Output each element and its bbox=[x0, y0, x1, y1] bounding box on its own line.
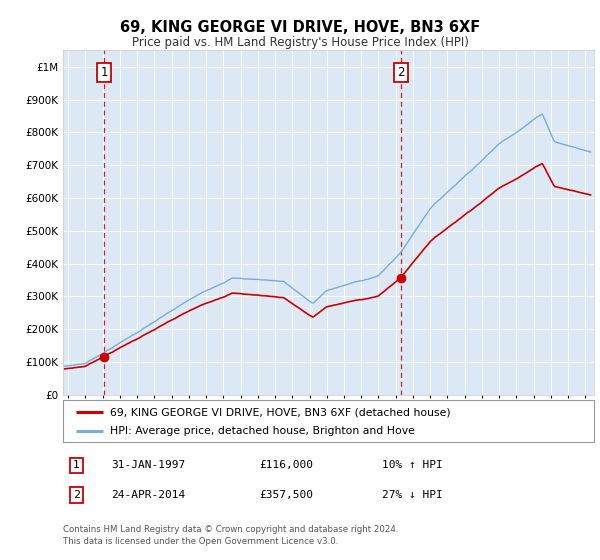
Text: 24-APR-2014: 24-APR-2014 bbox=[111, 490, 185, 500]
Text: HPI: Average price, detached house, Brighton and Hove: HPI: Average price, detached house, Brig… bbox=[110, 426, 415, 436]
Text: £116,000: £116,000 bbox=[259, 460, 313, 470]
Text: £357,500: £357,500 bbox=[259, 490, 313, 500]
Text: Price paid vs. HM Land Registry's House Price Index (HPI): Price paid vs. HM Land Registry's House … bbox=[131, 36, 469, 49]
Text: 2: 2 bbox=[397, 66, 405, 80]
Text: Contains HM Land Registry data © Crown copyright and database right 2024.
This d: Contains HM Land Registry data © Crown c… bbox=[63, 525, 398, 546]
Text: 10% ↑ HPI: 10% ↑ HPI bbox=[382, 460, 442, 470]
Text: 27% ↓ HPI: 27% ↓ HPI bbox=[382, 490, 442, 500]
Text: 1: 1 bbox=[100, 66, 108, 80]
Text: 31-JAN-1997: 31-JAN-1997 bbox=[111, 460, 185, 470]
Text: 69, KING GEORGE VI DRIVE, HOVE, BN3 6XF (detached house): 69, KING GEORGE VI DRIVE, HOVE, BN3 6XF … bbox=[110, 407, 451, 417]
Text: 2: 2 bbox=[73, 490, 80, 500]
Text: 1: 1 bbox=[73, 460, 80, 470]
Text: 69, KING GEORGE VI DRIVE, HOVE, BN3 6XF: 69, KING GEORGE VI DRIVE, HOVE, BN3 6XF bbox=[120, 20, 480, 35]
